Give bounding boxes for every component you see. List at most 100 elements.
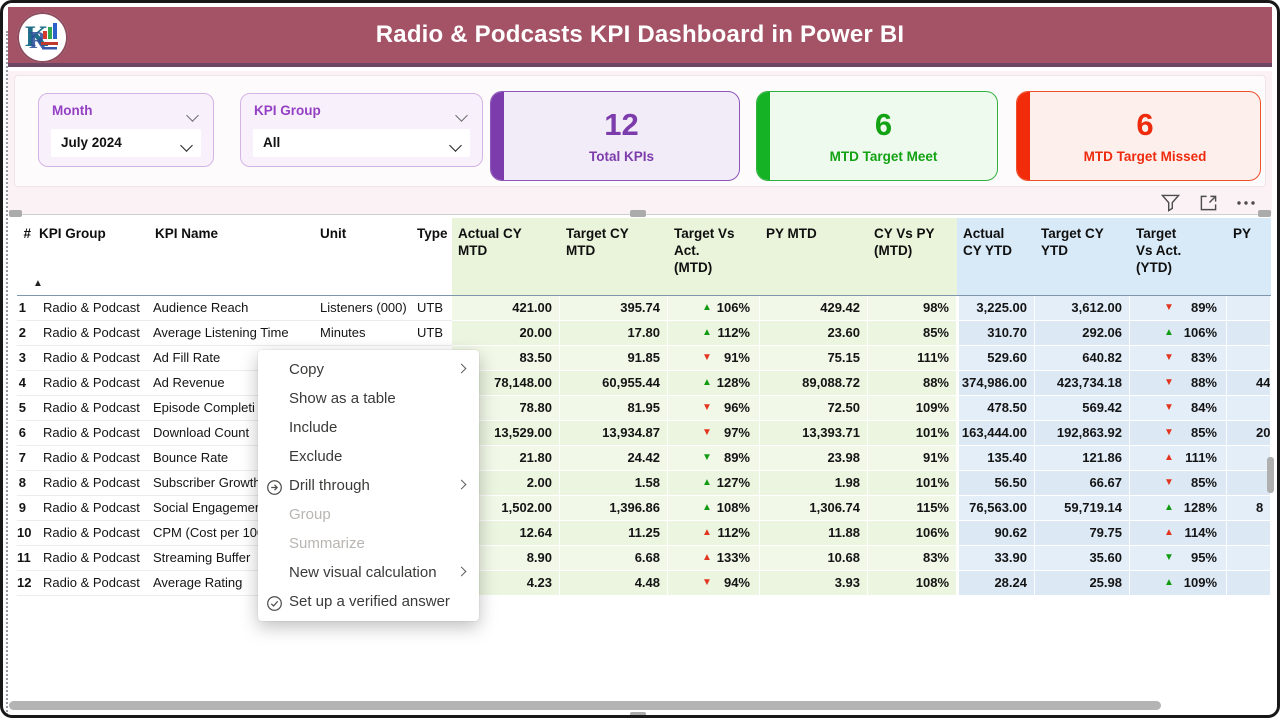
- triangle-up-icon: ▲: [1164, 452, 1174, 463]
- column-header-actual-cy-ytd[interactable]: Actual CY YTD: [957, 218, 1035, 295]
- column-header-py[interactable]: PY: [1227, 218, 1271, 295]
- column-header-target-vs-act-ytd[interactable]: Target Vs Act. (YTD): [1130, 218, 1227, 295]
- mtd-target-meet-label: MTD Target Meet: [829, 149, 938, 164]
- variance-percent: 108%: [716, 500, 750, 515]
- column-header-actual-cy-mtd[interactable]: Actual CY MTD: [452, 218, 560, 295]
- cell-tva_mtd: ▼ 91%: [668, 346, 760, 371]
- menu-item-include[interactable]: Include: [258, 413, 479, 442]
- mtd-target-missed-card: 6 MTD Target Missed: [1016, 91, 1261, 181]
- sort-ascending-icon[interactable]: ▲: [33, 278, 43, 289]
- resize-handle[interactable]: [1258, 210, 1271, 217]
- cell-actual_ytd: 76,563.00: [957, 496, 1035, 521]
- cell-target_mtd: 81.95: [560, 396, 668, 421]
- column-header-[interactable]: #: [23, 226, 31, 241]
- column-header-target-cy-mtd[interactable]: Target CY MTD: [560, 218, 668, 295]
- table-row[interactable]: 7 Radio & Podcast Bounce Rate 21.80 24.42 ▼ 89…: [17, 446, 1271, 471]
- column-header-type[interactable]: Type: [417, 226, 448, 241]
- cell-num: 8: [17, 471, 33, 496]
- table-row[interactable]: 9 Radio & Podcast Social Engagement 1,502.0…: [17, 496, 1271, 521]
- resize-handle[interactable]: [9, 210, 22, 217]
- cell-name: Download Count: [149, 421, 314, 446]
- table-row[interactable]: 5 Radio & Podcast Episode Completi 78.80 81.…: [17, 396, 1271, 421]
- column-header-target-cy-ytd[interactable]: Target CY YTD: [1035, 218, 1130, 295]
- menu-item-set-up-a-verified-answer[interactable]: Set up a verified answer: [258, 587, 479, 616]
- filter-icon[interactable]: [1158, 192, 1182, 214]
- resize-handle[interactable]: [630, 712, 646, 715]
- visual-selection-border: [6, 31, 8, 715]
- column-header-unit[interactable]: Unit: [320, 226, 347, 241]
- menu-item-exclude[interactable]: Exclude: [258, 442, 479, 471]
- triangle-up-icon: ▲: [702, 477, 712, 488]
- cell-type: UTB: [411, 321, 452, 346]
- variance-percent: 89%: [723, 450, 750, 465]
- table-row[interactable]: 12 Radio & Podcast Average Rating 4.23 4.48 ▼…: [17, 571, 1271, 596]
- focus-mode-icon[interactable]: [1196, 192, 1220, 214]
- table-row[interactable]: 4 Radio & Podcast Ad Revenue 78,148.00 60,95…: [17, 371, 1271, 396]
- title-bar: K R Radio & Podcasts KPI Dashboard in Po…: [8, 7, 1272, 67]
- mtd-target-meet-card: 6 MTD Target Meet: [756, 91, 998, 181]
- table-row[interactable]: 11 Radio & Podcast Streaming Buffer 8.90 6.6…: [17, 546, 1271, 571]
- column-header-kpi-name[interactable]: KPI Name: [155, 226, 219, 241]
- mtd-target-missed-label: MTD Target Missed: [1083, 149, 1207, 164]
- month-slicer-dropdown[interactable]: July 2024: [51, 129, 201, 157]
- cell-name: Episode Completi: [149, 396, 314, 421]
- table-row[interactable]: 8 Radio & Podcast Subscriber Growth 2.00 1.5…: [17, 471, 1271, 496]
- chevron-down-icon[interactable]: [455, 109, 468, 122]
- cell-group: Radio & Podcast: [33, 396, 149, 421]
- cell-cy_vs_py_mtd: 101%: [868, 421, 957, 446]
- column-header-target-vs-act-mtd[interactable]: Target Vs Act. (MTD): [668, 218, 760, 295]
- column-header-kpi-group[interactable]: KPI Group: [39, 226, 106, 241]
- vertical-scrollbar[interactable]: [1267, 457, 1274, 493]
- table-row[interactable]: 2 Radio & Podcast Average Listening Time Mi…: [17, 321, 1271, 346]
- cell-cy_vs_py_mtd: 83%: [868, 546, 957, 571]
- table-row[interactable]: 3 Radio & Podcast Ad Fill Rate 83.50 91.85 ▼ 9…: [17, 346, 1271, 371]
- variance-percent: 95%: [1190, 550, 1217, 565]
- cell-target_ytd: 66.67: [1035, 471, 1130, 496]
- cell-cy_vs_py_mtd: 106%: [868, 521, 957, 546]
- variance-percent: 106%: [716, 300, 750, 315]
- cell-target_ytd: 192,863.92: [1035, 421, 1130, 446]
- cell-py_mtd: 23.98: [760, 446, 868, 471]
- cell-py_ytd: 44: [1227, 371, 1271, 396]
- cell-py_mtd: 89,088.72: [760, 371, 868, 396]
- menu-item-label: Copy: [289, 361, 325, 378]
- triangle-down-icon: ▼: [1164, 552, 1174, 563]
- page-title: Radio & Podcasts KPI Dashboard in Power …: [375, 21, 905, 48]
- triangle-down-icon: ▼: [702, 402, 712, 413]
- cell-name: Average Rating: [149, 571, 314, 596]
- variance-percent: 85%: [1190, 475, 1217, 490]
- triangle-down-icon: ▼: [1164, 352, 1174, 363]
- resize-handle[interactable]: [630, 210, 646, 217]
- chevron-down-icon: [180, 139, 193, 152]
- table-row[interactable]: 10 Radio & Podcast CPM (Cost per 100 12.64 1…: [17, 521, 1271, 546]
- menu-item-label: New visual calculation: [289, 564, 437, 581]
- triangle-up-icon: ▲: [702, 302, 712, 313]
- variance-percent: 96%: [723, 400, 750, 415]
- menu-item-copy[interactable]: Copy: [258, 355, 479, 384]
- cell-tva_mtd: ▼ 89%: [668, 446, 760, 471]
- cell-tva_mtd: ▲ 133%: [668, 546, 760, 571]
- column-header-py-mtd[interactable]: PY MTD: [760, 218, 868, 295]
- cell-num: 3: [17, 346, 33, 371]
- card-accent-bar: [757, 92, 770, 180]
- cell-actual_ytd: 3,225.00: [957, 296, 1035, 321]
- column-header-cy-vs-py-mtd[interactable]: CY Vs PY (MTD): [868, 218, 957, 295]
- more-options-icon[interactable]: [1234, 192, 1258, 214]
- menu-item-drill-through[interactable]: Drill through: [258, 471, 479, 500]
- table-row[interactable]: 6 Radio & Podcast Download Count 13,529.00 1…: [17, 421, 1271, 446]
- menu-item-show-as-a-table[interactable]: Show as a table: [258, 384, 479, 413]
- chevron-down-icon[interactable]: [186, 109, 199, 122]
- triangle-down-icon: ▼: [1164, 477, 1174, 488]
- filter-band: Month July 2024 KPI Group All 12 Total K…: [8, 71, 1272, 214]
- variance-percent: 94%: [723, 575, 750, 590]
- cell-actual_ytd: 310.70: [957, 321, 1035, 346]
- menu-item-new-visual-calculation[interactable]: New visual calculation: [258, 558, 479, 587]
- kpi-group-slicer-value: All: [263, 135, 281, 150]
- table-row[interactable]: 1 Radio & Podcast Audience Reach Listeners …: [17, 296, 1271, 321]
- horizontal-scrollbar[interactable]: [9, 701, 1161, 710]
- triangle-up-icon: ▲: [1164, 577, 1174, 588]
- kpi-group-slicer-dropdown[interactable]: All: [253, 129, 470, 157]
- triangle-down-icon: ▼: [1164, 377, 1174, 388]
- cell-target_mtd: 1.58: [560, 471, 668, 496]
